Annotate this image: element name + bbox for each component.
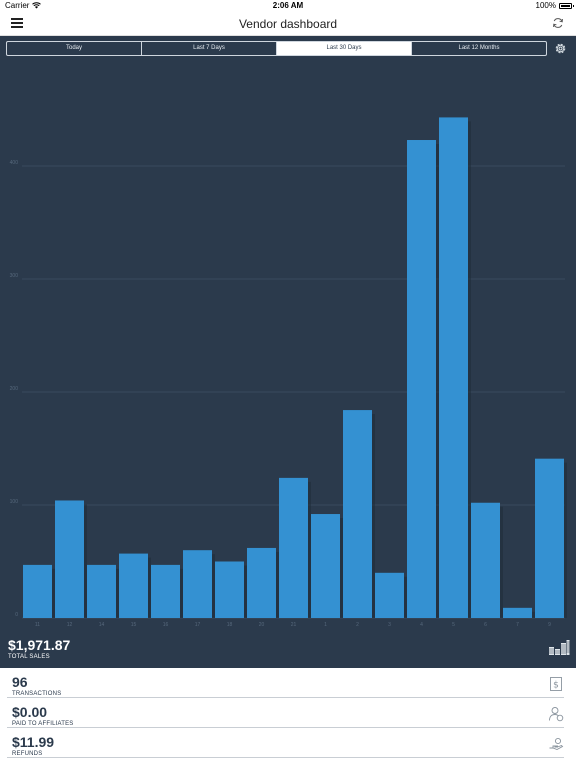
x-tick-label: 9 — [548, 622, 551, 628]
battery-icon — [559, 2, 574, 9]
coins-stack-icon — [549, 640, 570, 655]
bar-20[interactable] — [247, 547, 276, 618]
carrier-label: Carrier — [5, 1, 30, 10]
y-tick-label: 300 — [10, 273, 19, 279]
y-tick-label: 0 — [15, 612, 18, 618]
battery-info: 100% — [535, 1, 574, 10]
x-tick-label: 21 — [291, 622, 297, 628]
period-tab-1[interactable]: Last 7 Days — [142, 42, 277, 55]
page-title: Vendor dashboard — [238, 17, 338, 31]
period-tab-3[interactable]: Last 12 Months — [458, 45, 500, 51]
hamburger-menu-icon[interactable] — [11, 18, 23, 28]
bar-4[interactable] — [407, 140, 436, 618]
affiliate-user-icon — [549, 707, 564, 722]
carrier-info: Carrier — [5, 1, 42, 10]
x-tick-label: 18 — [227, 622, 233, 628]
y-tick-label: 200 — [10, 386, 19, 392]
x-tick-label: 7 — [516, 622, 519, 628]
x-tick-label: 1 — [324, 622, 327, 628]
bar-7[interactable] — [503, 607, 532, 618]
period-selector: Today Last 7 Days Last 30 Days Last 12 Mont… — [6, 41, 547, 56]
navigation-bar: Vendor dashboard — [0, 12, 576, 36]
x-tick-label: 14 — [99, 622, 105, 628]
x-tick-label: 11 — [35, 622, 40, 628]
bar-21[interactable] — [279, 477, 308, 618]
x-tick-label: 4 — [420, 622, 423, 628]
y-tick-label: 400 — [10, 160, 19, 166]
battery-percent: 100% — [535, 1, 556, 10]
bar-9[interactable] — [535, 458, 564, 618]
bar-6[interactable] — [471, 502, 500, 618]
bar-11[interactable] — [23, 564, 52, 618]
stat-row-refunds[interactable]: $11.99 REFUNDS — [7, 728, 564, 758]
bar-1[interactable] — [311, 514, 340, 618]
bar-17[interactable] — [183, 550, 212, 618]
x-tick-label: 5 — [452, 622, 455, 628]
refunds-value: $11.99 — [12, 734, 55, 750]
bar-14[interactable] — [87, 564, 116, 618]
bar-18[interactable] — [215, 561, 244, 619]
total-sales-amount: $1,971.87 — [8, 637, 71, 653]
bar-12[interactable] — [55, 500, 84, 618]
x-tick-label: 15 — [131, 622, 137, 628]
affiliates-value: $0.00 — [12, 704, 48, 720]
total-sales-label: TOTAL SALES — [8, 654, 50, 660]
x-tick-label: 12 — [67, 622, 73, 628]
x-tick-label: 20 — [259, 622, 265, 628]
bar-3[interactable] — [375, 572, 404, 618]
period-tab-0[interactable]: Today — [7, 42, 142, 55]
stat-row-transactions[interactable]: 96 TRANSACTIONS $ — [7, 668, 564, 698]
transactions-value: 96 — [12, 674, 28, 690]
transactions-label: TRANSACTIONS — [12, 691, 62, 697]
x-tick-label: 3 — [388, 622, 391, 628]
stats-list: 96 TRANSACTIONS $ $0.00 PAID TO AFFILIAT… — [0, 668, 576, 768]
dashboard-panel: Today Last 7 Days Last 30 Days Last 12 Mont… — [0, 36, 576, 668]
x-tick-label: 2 — [356, 622, 359, 628]
bar-15[interactable] — [119, 553, 148, 618]
bar-2[interactable] — [343, 410, 372, 618]
x-tick-label: 6 — [484, 622, 487, 628]
gear-icon[interactable] — [554, 42, 567, 55]
refund-hand-icon — [549, 737, 564, 750]
bar-16[interactable] — [151, 564, 180, 618]
x-tick-label: 16 — [163, 622, 169, 628]
stat-row-paid-to-affiliates[interactable]: $0.00 PAID TO AFFILIATES — [7, 698, 564, 728]
refresh-icon[interactable] — [552, 17, 564, 29]
affiliates-label: PAID TO AFFILIATES — [12, 721, 74, 727]
refunds-label: REFUNDS — [12, 751, 43, 757]
y-tick-label: 100 — [10, 499, 19, 505]
sales-bar-chart: 0 100 200 300 400 11 12 14 15 16 17 18 20 21 1 2 3 4 5 6 7 9 — [0, 80, 576, 630]
period-tab-2[interactable]: Last 30 Days — [277, 42, 412, 55]
total-sales-block: $1,971.87 TOTAL SALES — [8, 637, 70, 660]
x-tick-label: 17 — [195, 622, 201, 628]
svg-text:$: $ — [553, 681, 559, 691]
wifi-icon — [32, 2, 42, 9]
status-time: 2:06 AM — [272, 1, 304, 10]
dollar-bill-icon: $ — [550, 677, 562, 691]
bar-5[interactable] — [439, 117, 468, 618]
status-bar: Carrier 2:06 AM 100% — [0, 0, 576, 12]
